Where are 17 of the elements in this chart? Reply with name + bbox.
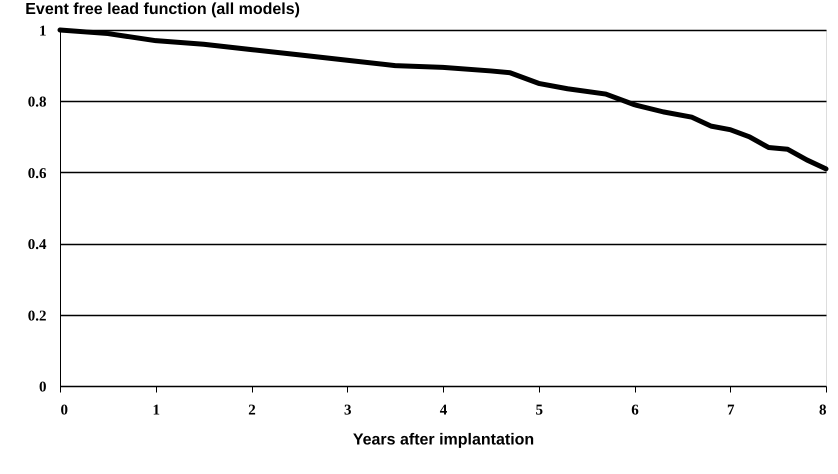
x-tick-label: 0	[60, 402, 68, 418]
y-tick-label: 0.4	[28, 237, 47, 254]
x-tick-label: 6	[631, 402, 640, 418]
y-tick-label: 0.6	[28, 166, 47, 182]
x-axis-title: Years after implantation	[352, 432, 534, 448]
y-tick-label: 0	[39, 380, 46, 396]
x-tick-label: 4	[440, 402, 448, 418]
y-tick-label: 0.8	[28, 94, 46, 111]
x-tick-label: 3	[344, 402, 352, 418]
x-tick-label: 1	[152, 402, 160, 418]
y-tick-label: 0.2	[28, 308, 46, 324]
x-tick-label: 8	[819, 402, 826, 418]
x-tick-label: 7	[727, 402, 735, 418]
y-tick-label: 1	[39, 24, 46, 40]
x-tick-label: 5	[536, 402, 543, 418]
x-tick-label: 2	[248, 402, 256, 418]
chart-title: Event free lead function (all models)	[25, 1, 300, 18]
